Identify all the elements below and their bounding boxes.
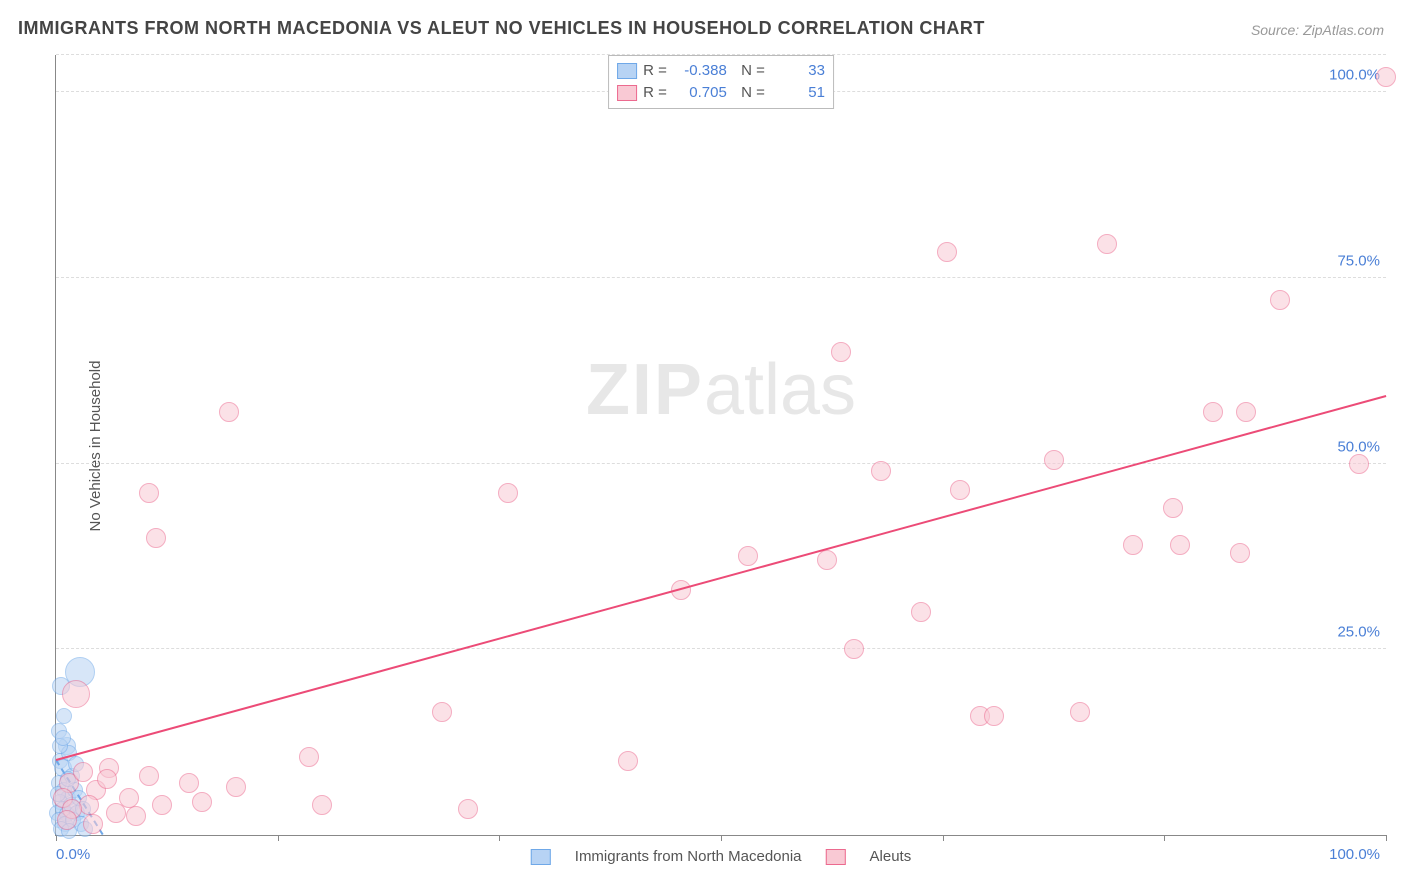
legend-swatch-series-1: [531, 849, 551, 865]
scatter-point: [1270, 290, 1290, 310]
scatter-point: [1349, 454, 1369, 474]
n-value-2: 51: [771, 82, 825, 104]
y-tick-label: 25.0%: [1337, 624, 1380, 641]
scatter-point: [219, 402, 239, 422]
scatter-point: [738, 546, 758, 566]
x-tick-mark: [721, 835, 722, 841]
scatter-point: [1123, 535, 1143, 555]
scatter-point: [299, 747, 319, 767]
legend-label-series-1: Immigrants from North Macedonia: [575, 848, 802, 865]
scatter-point: [192, 792, 212, 812]
scatter-point: [458, 799, 478, 819]
scatter-point: [152, 795, 172, 815]
r-label: R =: [643, 82, 667, 104]
scatter-point: [55, 730, 71, 746]
watermark-rest: atlas: [704, 350, 856, 430]
x-tick-mark: [1164, 835, 1165, 841]
correlation-legend: R = -0.388 N = 33 R = 0.705 N = 51: [608, 55, 834, 109]
series-legend: Immigrants from North Macedonia Aleuts: [531, 848, 911, 865]
scatter-point: [817, 550, 837, 570]
scatter-point: [62, 680, 90, 708]
scatter-point: [312, 795, 332, 815]
chart-title: IMMIGRANTS FROM NORTH MACEDONIA VS ALEUT…: [18, 18, 985, 39]
n-label: N =: [733, 82, 765, 104]
scatter-point: [226, 777, 246, 797]
watermark: ZIPatlas: [586, 349, 856, 431]
trend-line: [56, 395, 1387, 761]
scatter-point: [1070, 702, 1090, 722]
scatter-point: [1230, 543, 1250, 563]
plot-area: ZIPatlas R = -0.388 N = 33 R = 0.705 N =…: [55, 55, 1386, 836]
scatter-point: [1044, 450, 1064, 470]
scatter-point: [984, 706, 1004, 726]
legend-row-2: R = 0.705 N = 51: [617, 82, 825, 104]
scatter-point: [106, 803, 126, 823]
x-tick-mark: [499, 835, 500, 841]
scatter-point: [432, 702, 452, 722]
gridline: [56, 463, 1386, 464]
y-tick-label: 50.0%: [1337, 438, 1380, 455]
chart-container: IMMIGRANTS FROM NORTH MACEDONIA VS ALEUT…: [0, 0, 1406, 892]
scatter-point: [97, 769, 117, 789]
watermark-bold: ZIP: [586, 350, 704, 430]
scatter-point: [937, 242, 957, 262]
x-tick-0: 0.0%: [56, 846, 90, 863]
scatter-point: [871, 461, 891, 481]
legend-row-1: R = -0.388 N = 33: [617, 60, 825, 82]
x-tick-mark: [943, 835, 944, 841]
scatter-point: [1236, 402, 1256, 422]
scatter-point: [844, 639, 864, 659]
legend-swatch-pink: [617, 85, 637, 101]
scatter-point: [126, 806, 146, 826]
y-tick-label: 75.0%: [1337, 252, 1380, 269]
scatter-point: [57, 810, 77, 830]
scatter-point: [139, 483, 159, 503]
x-tick-mark: [1386, 835, 1387, 841]
scatter-point: [1163, 498, 1183, 518]
scatter-point: [950, 480, 970, 500]
scatter-point: [73, 762, 93, 782]
r-value-2: 0.705: [673, 82, 727, 104]
x-tick-mark: [278, 835, 279, 841]
n-label: N =: [733, 60, 765, 82]
scatter-point: [1170, 535, 1190, 555]
scatter-point: [56, 708, 72, 724]
scatter-point: [139, 766, 159, 786]
scatter-point: [831, 342, 851, 362]
scatter-point: [1203, 402, 1223, 422]
scatter-point: [618, 751, 638, 771]
legend-swatch-series-2: [826, 849, 846, 865]
gridline: [56, 648, 1386, 649]
r-label: R =: [643, 60, 667, 82]
scatter-point: [146, 528, 166, 548]
scatter-point: [179, 773, 199, 793]
legend-swatch-blue: [617, 63, 637, 79]
scatter-point: [1097, 234, 1117, 254]
scatter-point: [911, 602, 931, 622]
legend-label-series-2: Aleuts: [870, 848, 912, 865]
n-value-1: 33: [771, 60, 825, 82]
x-tick-100: 100.0%: [1329, 846, 1380, 863]
source-label: Source: ZipAtlas.com: [1251, 22, 1384, 38]
scatter-point: [83, 814, 103, 834]
r-value-1: -0.388: [673, 60, 727, 82]
gridline: [56, 277, 1386, 278]
scatter-point: [498, 483, 518, 503]
scatter-point: [1376, 67, 1396, 87]
scatter-point: [79, 795, 99, 815]
y-tick-label: 100.0%: [1329, 67, 1380, 84]
